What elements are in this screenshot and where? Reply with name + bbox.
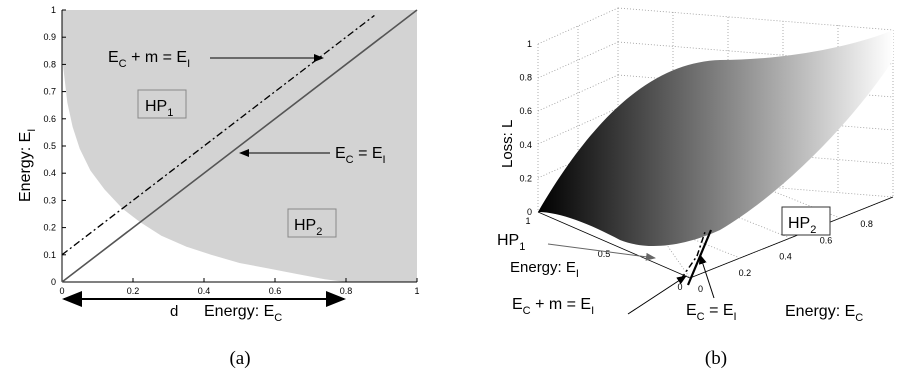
ec-tick-label: 0.2 [739,268,752,278]
y-tick-label: 0.8 [43,59,56,69]
ec-tick-label: 0.8 [860,219,873,229]
label-ec-ei-b: EC = EI [686,302,737,323]
y-tick-label: 0.6 [43,114,56,124]
panel-b: 00.20.40.60.81 Loss: L 00.20.40.60.8 00.… [497,7,894,369]
floor-line-ec-plus-m-upper [696,231,706,257]
arrow-ec-ei-b [698,254,715,299]
x-tick-label: 0 [59,286,64,296]
ei-tick-label: 1 [525,216,530,226]
hp1-box-a [137,89,187,119]
ec-tick-label: 0 [698,284,703,294]
hp2-box-b [781,206,831,236]
ei-ticks-b: 00.51 [525,216,682,292]
label-ec-plus-m-ei-a: EC + m = EI [108,49,190,70]
arrow-hp1-b [547,243,656,261]
y-tick-label: 0.9 [43,32,56,42]
z-tick-label: 0 [527,207,532,217]
x-label-a: Energy: EC [204,303,282,324]
line-ec-equals-ei [61,9,418,283]
y-tick-label: 1 [51,5,56,15]
y-tick-label: 0 [51,277,56,287]
floor-line-ec-plus-m [680,255,698,280]
ec-tick-label: 0.6 [820,235,833,245]
hp2-label-a: HP2 [294,217,322,238]
x-tick-label: 0.2 [127,286,140,296]
z-label-b: Loss: L [499,120,516,168]
y-tick-label: 0.7 [43,87,56,97]
caption-b: (b) [705,348,727,369]
z-ticks-b: 0 0.2 0.4 0.6 0.8 1 [519,39,532,217]
caption-a: (a) [229,348,250,369]
ec-ticks-b: 0 0.2 0.4 0.6 0.8 [698,219,873,294]
hp1-label-b: HP1 [497,232,525,253]
label-ec-ei-a: EC = EI [335,145,386,166]
z-tick-label: 1 [527,39,532,49]
hp1-label-a: HP1 [145,98,173,119]
y-tick-label: 0.3 [43,195,56,205]
hp2-label-b: HP2 [788,215,816,236]
y-tick-label: 0.4 [43,168,56,178]
z-tick-label: 0.6 [519,106,532,116]
z-tick-label: 0.2 [519,173,532,183]
y-label-a: Energy: EI [17,129,38,202]
x-tick-label: 0.8 [340,286,353,296]
y-ticks-a: 0 0.1 0.2 0.3 0.4 0.5 0.6 0.7 0.8 0.9 1 [43,5,66,287]
x-tick-label: 0.4 [198,286,211,296]
d-label: d [170,303,178,320]
x-tick-label: 1 [414,286,419,296]
panel-a: 0 0.1 0.2 0.3 0.4 0.5 0.6 0.7 0.8 0.9 1 0 0.2 0.4 0.6… [17,5,420,369]
y-label-b: Energy: EI [510,259,579,280]
arrow-ec-plus-m-ei-b [627,275,687,315]
x-label-b: Energy: EC [785,303,863,324]
x-tick-label: 0.6 [269,286,282,296]
hp2-box-a [287,208,337,238]
loss-surface [538,30,893,246]
z-tick-label: 0.8 [519,73,532,83]
z-tick-label: 0.4 [519,140,532,150]
label-ec-plus-m-ei-b: EC + m = EI [512,296,594,317]
ei-tick-label: 0.5 [598,249,611,259]
ei-tick-label: 0 [677,282,682,292]
line-ec-plus-m-equals-ei [61,14,375,256]
ec-tick-label: 0.4 [779,252,792,262]
y-tick-label: 0.5 [43,141,56,151]
y-tick-label: 0.2 [43,223,56,233]
y-tick-label: 0.1 [43,250,56,260]
